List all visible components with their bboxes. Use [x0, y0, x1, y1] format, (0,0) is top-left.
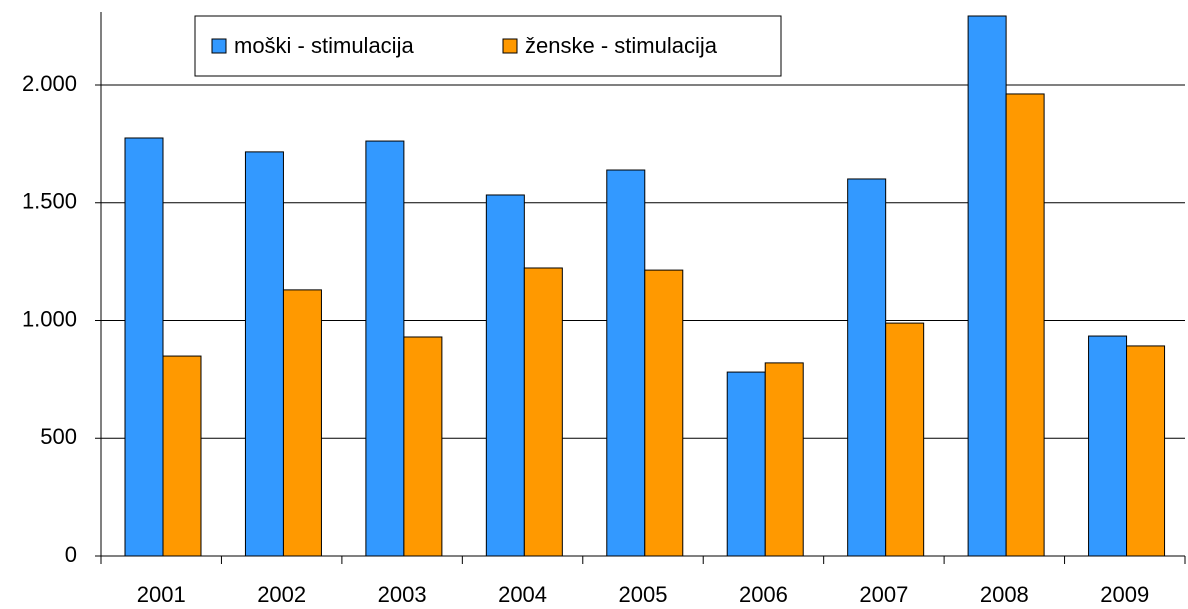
bar — [644, 269, 684, 557]
bar — [1005, 93, 1045, 557]
legend-swatch — [211, 38, 227, 54]
x-tick-label: 2009 — [1100, 582, 1149, 607]
bar — [967, 15, 1007, 557]
bar — [124, 137, 164, 557]
bar — [523, 267, 563, 557]
y-tick-label: 2.000 — [22, 71, 77, 96]
bar — [764, 362, 804, 557]
x-tick-label: 2003 — [378, 582, 427, 607]
bar — [282, 289, 322, 557]
bar — [726, 371, 766, 557]
legend-box — [194, 15, 782, 77]
bar — [1088, 335, 1128, 557]
x-tick-label: 2005 — [619, 582, 668, 607]
y-tick-label: 0 — [65, 542, 77, 567]
bar — [485, 194, 525, 557]
y-tick-label: 1.000 — [22, 306, 77, 331]
bar — [162, 355, 202, 557]
x-tick-label: 2008 — [980, 582, 1029, 607]
x-tick-label: 2001 — [137, 582, 186, 607]
bar — [606, 169, 646, 557]
x-tick-label: 2006 — [739, 582, 788, 607]
bar — [1126, 345, 1166, 557]
x-tick-label: 2002 — [257, 582, 306, 607]
y-tick-label: 500 — [40, 424, 77, 449]
bar — [885, 322, 925, 557]
legend-swatch — [502, 38, 518, 54]
bar — [365, 140, 405, 557]
bar — [403, 336, 443, 557]
legend-label: ženske - stimulacija — [525, 33, 718, 58]
bar — [244, 151, 284, 557]
y-tick-label: 1.500 — [22, 189, 77, 214]
legend-label: moški - stimulacija — [234, 33, 414, 58]
bar — [847, 178, 887, 557]
x-tick-label: 2004 — [498, 582, 547, 607]
x-tick-label: 2007 — [859, 582, 908, 607]
